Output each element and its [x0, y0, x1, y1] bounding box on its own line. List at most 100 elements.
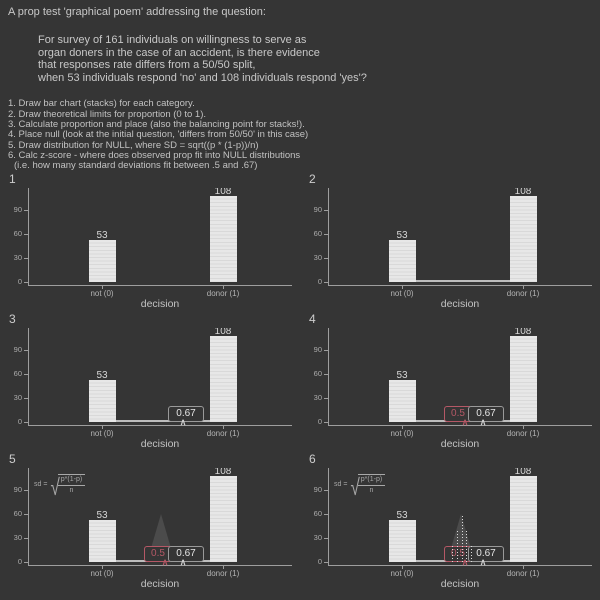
header: A prop test 'graphical poem' addressing …	[8, 6, 592, 171]
step-item: 4. Place null (look at the initial quest…	[8, 129, 309, 141]
y-tick-label: 0	[17, 277, 22, 286]
step-item: 3. Calculate proportion and place (also …	[8, 118, 305, 130]
y-tick-label: 90	[13, 345, 22, 354]
category-label-not: not (0)	[390, 429, 414, 438]
sd-formula-fraction: p*(1-p) n	[57, 474, 86, 495]
category-label-donor: donor (1)	[206, 569, 240, 578]
y-tick-label: 30	[313, 393, 322, 402]
step-item: 1. Draw bar chart (stacks) for each cate…	[8, 98, 195, 110]
x-axis-title: decision	[440, 298, 480, 308]
step-item: 6. Calc z-score - where does observed pr…	[8, 149, 301, 161]
x-tick-donor	[223, 426, 224, 429]
x-axis-title: decision	[140, 578, 180, 590]
y-tick-mark	[24, 258, 28, 259]
sd-dotted-line	[452, 544, 454, 562]
y-tick-label: 60	[313, 369, 322, 378]
y-tick-label: 30	[313, 253, 322, 262]
chart-panel: 6 0 30 60 90 53 108 sd = √ p*(1-p) n 0.5 0.…	[300, 450, 600, 598]
y-tick-mark	[324, 374, 328, 375]
y-tick-mark	[324, 398, 328, 399]
bar-not	[388, 239, 416, 282]
x-axis-line	[28, 285, 292, 286]
y-tick-mark	[324, 490, 328, 491]
x-tick-not	[102, 566, 103, 569]
bar-donor	[509, 475, 537, 562]
sd-formula-denominator: n	[69, 487, 74, 494]
panel-number: 5	[9, 452, 16, 466]
y-tick-mark	[324, 282, 328, 283]
step-item-continuation: (i.e. how many standard deviations fit b…	[14, 160, 258, 172]
bar-value-not: 53	[96, 509, 108, 521]
y-tick-label: 30	[13, 533, 22, 542]
null-prop-caret-marker: ∧	[161, 557, 169, 567]
y-tick-label: 30	[13, 393, 22, 402]
y-tick-mark	[24, 350, 28, 351]
bar-not	[388, 379, 416, 422]
category-label-not: not (0)	[90, 569, 114, 578]
y-axis-line	[28, 188, 29, 285]
radical-sign: √	[50, 474, 60, 501]
proportion-limits-line	[402, 280, 523, 282]
x-axis-line	[328, 285, 592, 286]
y-tick-label: 0	[317, 417, 322, 426]
observed-prop-label-box: 0.67	[168, 546, 204, 562]
y-tick-label: 90	[13, 485, 22, 494]
y-tick-label: 90	[313, 205, 322, 214]
category-label-not: not (0)	[90, 289, 114, 298]
y-tick-mark	[324, 258, 328, 259]
panel-number: 1	[9, 172, 16, 186]
y-tick-label: 0	[317, 277, 322, 286]
y-tick-mark	[324, 422, 328, 423]
sd-dotted-line	[466, 529, 468, 562]
bar-value-not: 53	[396, 229, 408, 241]
y-tick-label: 0	[317, 557, 322, 566]
y-tick-label: 60	[13, 369, 22, 378]
category-label-donor: donor (1)	[506, 289, 540, 298]
question-line: that responses rate differs from a 50/50…	[38, 59, 256, 72]
x-axis-title: decision	[440, 438, 480, 448]
x-tick-donor	[223, 286, 224, 289]
bar-not	[88, 239, 116, 282]
sd-formula-denominator: n	[369, 487, 374, 494]
bar-value-donor: 108	[514, 328, 532, 337]
x-axis-line	[28, 565, 292, 566]
category-label-donor: donor (1)	[206, 289, 240, 298]
y-tick-mark	[324, 562, 328, 563]
plot-area: 53 108	[28, 328, 292, 422]
bar-value-not: 53	[396, 369, 408, 381]
y-tick-mark	[24, 490, 28, 491]
question-line: organ doners in the case of an accident,…	[38, 46, 320, 59]
plot-area: 53 108	[28, 468, 292, 562]
bar-value-donor: 108	[514, 188, 532, 197]
panel-number: 4	[309, 312, 316, 326]
bar-value-donor: 108	[514, 468, 532, 477]
plot-area: 53 108	[28, 188, 292, 282]
x-tick-not	[402, 426, 403, 429]
observed-prop-caret-marker: ∧	[479, 557, 487, 567]
sd-formula: sd = √ p*(1-p) n	[334, 474, 386, 499]
plot-area: 53 108	[328, 328, 592, 422]
x-axis-title: decision	[140, 298, 180, 308]
y-tick-mark	[24, 514, 28, 515]
x-axis-title: decision	[440, 578, 480, 590]
category-label-not: not (0)	[90, 429, 114, 438]
panel-number: 6	[309, 452, 316, 466]
observed-prop-label-box: 0.67	[468, 406, 504, 422]
proportion-limits-line	[102, 420, 223, 422]
sd-formula-lhs: sd =	[334, 480, 348, 488]
y-tick-mark	[324, 350, 328, 351]
sd-dotted-line	[456, 529, 458, 562]
y-tick-mark	[24, 374, 28, 375]
y-axis-line	[28, 328, 29, 425]
category-label-donor: donor (1)	[506, 429, 540, 438]
question-line: For survey of 161 individuals on willing…	[38, 34, 307, 46]
y-tick-mark	[324, 514, 328, 515]
x-axis-title: decision	[140, 438, 180, 448]
sd-formula-numerator: p*(1-p)	[57, 476, 86, 486]
bar-value-not: 53	[96, 229, 108, 241]
bar-donor	[209, 475, 237, 562]
panel-number: 3	[9, 312, 16, 326]
